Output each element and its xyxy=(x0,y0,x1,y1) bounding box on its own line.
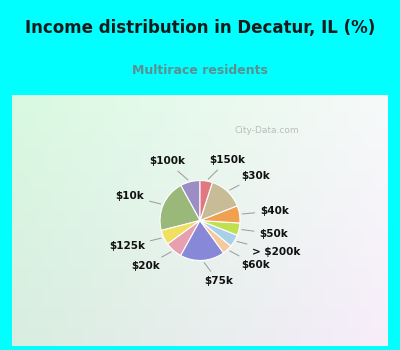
Wedge shape xyxy=(200,182,237,220)
Text: $30k: $30k xyxy=(230,171,270,190)
Wedge shape xyxy=(160,186,200,230)
Text: $40k: $40k xyxy=(242,206,289,216)
Wedge shape xyxy=(200,220,240,235)
Wedge shape xyxy=(200,206,240,223)
Text: $20k: $20k xyxy=(131,252,171,271)
Wedge shape xyxy=(161,220,200,244)
Wedge shape xyxy=(200,181,212,220)
Text: $10k: $10k xyxy=(115,191,161,204)
Wedge shape xyxy=(168,220,200,256)
Text: $125k: $125k xyxy=(109,238,161,251)
Wedge shape xyxy=(200,220,237,246)
Text: Income distribution in Decatur, IL (%): Income distribution in Decatur, IL (%) xyxy=(25,19,375,37)
Text: $100k: $100k xyxy=(149,156,188,180)
Wedge shape xyxy=(181,220,224,260)
Text: $150k: $150k xyxy=(208,155,246,179)
Text: $75k: $75k xyxy=(204,262,233,286)
Text: $60k: $60k xyxy=(230,251,270,270)
Wedge shape xyxy=(181,181,200,220)
Wedge shape xyxy=(200,220,231,253)
Text: > $200k: > $200k xyxy=(237,241,301,257)
Text: $50k: $50k xyxy=(242,229,288,239)
Text: City-Data.com: City-Data.com xyxy=(234,126,299,134)
Text: Multirace residents: Multirace residents xyxy=(132,64,268,77)
